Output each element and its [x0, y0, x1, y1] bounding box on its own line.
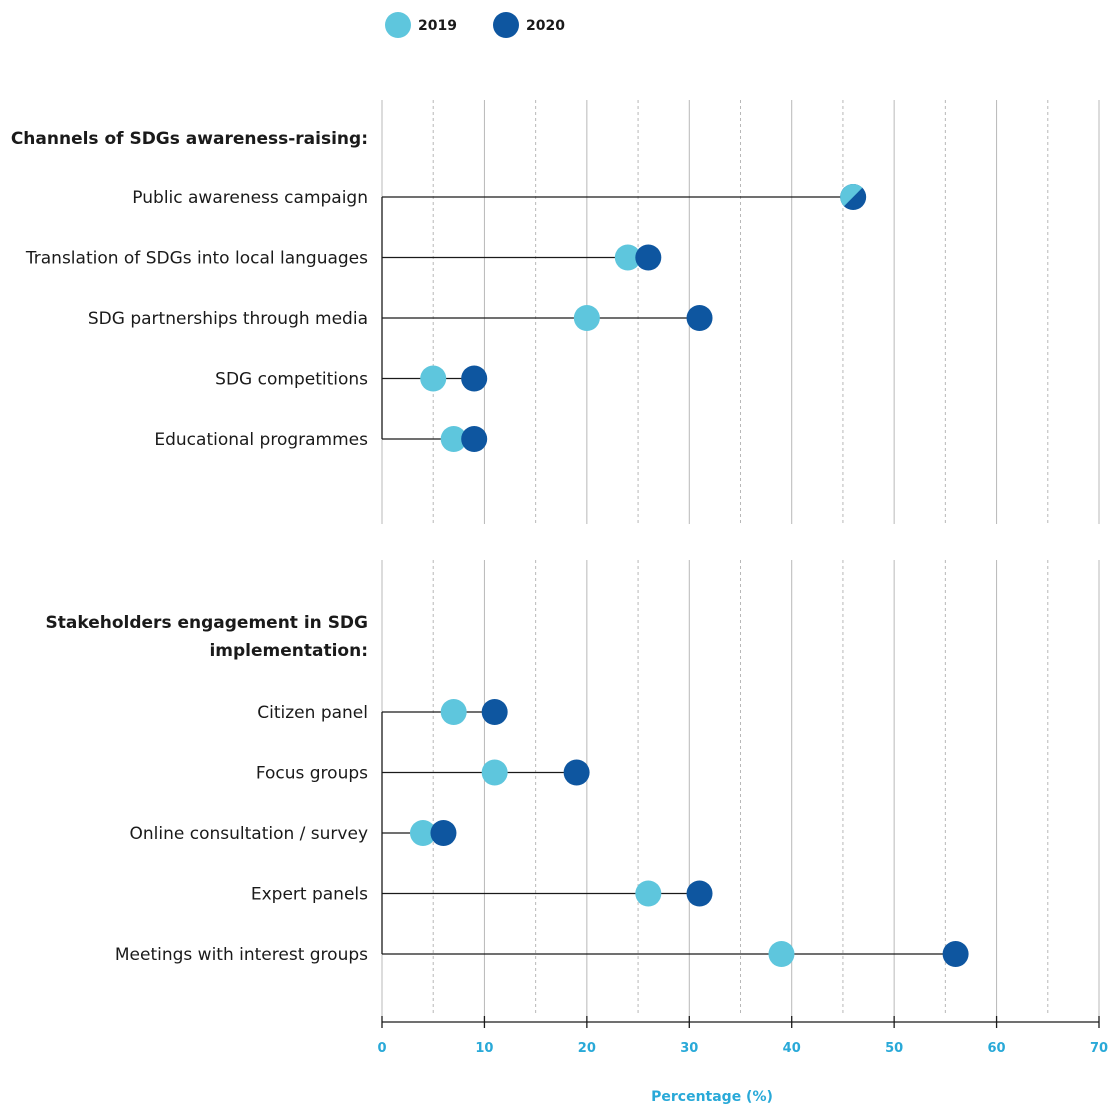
row-focus-groups: Focus groups — [256, 759, 590, 786]
group-title: Stakeholders engagement in SDG — [46, 613, 368, 633]
row-educational-programmes: Educational programmes — [154, 426, 488, 452]
x-tick-label: 30 — [680, 1041, 698, 1056]
row-public-awareness-campaign: Public awareness campaign — [132, 184, 867, 210]
legend-label: 2020 — [526, 18, 565, 34]
category-label: Educational programmes — [154, 430, 368, 450]
group-title: implementation: — [209, 641, 368, 661]
dot-2020 — [686, 880, 713, 907]
row-sdg-partnerships-through-media: SDG partnerships through media — [88, 305, 713, 331]
dot-2020 — [942, 941, 969, 967]
row-online-consultation-survey: Online consultation / survey — [130, 820, 457, 846]
dot-2019 — [573, 305, 600, 331]
dot-2019 — [635, 880, 662, 907]
dot-2020 — [635, 244, 662, 271]
category-label: Focus groups — [256, 764, 368, 784]
legend-swatch-icon — [493, 12, 519, 38]
dot-2019 — [614, 244, 641, 271]
x-axis: 0 10 20 30 40 50 60 70 Percentage (%) — [377, 1016, 1108, 1105]
category-label: Citizen panel — [257, 703, 368, 723]
dot-2020 — [481, 699, 508, 725]
chart-groups: Channels of SDGs awareness-raising: Publi… — [11, 129, 969, 967]
grid — [381, 100, 1100, 1016]
dot-2020 — [461, 426, 488, 452]
dot-2020 — [686, 305, 713, 331]
group-title: Channels of SDGs awareness-raising: — [11, 129, 368, 149]
row-expert-panels: Expert panels — [251, 880, 713, 907]
x-tick-label: 20 — [578, 1041, 596, 1056]
row-citizen-panel: Citizen panel — [257, 699, 508, 725]
x-tick-label: 40 — [783, 1041, 801, 1056]
dot-2020 — [563, 759, 590, 786]
row-sdg-competitions: SDG competitions — [215, 365, 488, 392]
dot-2020 — [430, 820, 457, 846]
row-translation-of-sdgs-into-local-languages: Translation of SDGs into local languages — [25, 244, 662, 271]
dot-2019 — [481, 759, 508, 786]
dot-2019 — [409, 820, 436, 846]
dot-2019 — [440, 699, 467, 725]
dot-2019 — [420, 365, 447, 392]
legend-item-2020: 2020 — [493, 12, 565, 38]
legend-item-2019: 2019 — [385, 12, 457, 38]
dot-2020 — [461, 365, 488, 392]
x-tick-label: 60 — [988, 1041, 1006, 1056]
category-label: Public awareness campaign — [132, 188, 368, 208]
x-tick-label: 0 — [377, 1041, 386, 1056]
dot-2019 — [840, 184, 863, 207]
legend: 2019 2020 — [385, 12, 565, 38]
group-1: Channels of SDGs awareness-raising: Publi… — [11, 129, 867, 452]
category-label: Online consultation / survey — [130, 824, 369, 844]
category-label: SDG competitions — [215, 370, 368, 390]
row-meetings-with-interest-groups: Meetings with interest groups — [115, 941, 969, 967]
category-label: SDG partnerships through media — [88, 309, 368, 329]
x-tick-label: 50 — [885, 1041, 903, 1056]
category-label: Translation of SDGs into local languages — [25, 249, 368, 269]
category-label: Expert panels — [251, 885, 368, 905]
category-label: Meetings with interest groups — [115, 945, 368, 965]
dot-2019 — [440, 426, 467, 452]
legend-label: 2019 — [418, 18, 457, 34]
x-tick-label: 70 — [1090, 1041, 1108, 1056]
x-tick-label: 10 — [475, 1041, 493, 1056]
dot-2019 — [768, 941, 795, 967]
x-axis-title: Percentage (%) — [651, 1089, 773, 1105]
group-2: Stakeholders engagement in SDG implementa… — [46, 613, 969, 967]
legend-swatch-icon — [385, 12, 411, 38]
